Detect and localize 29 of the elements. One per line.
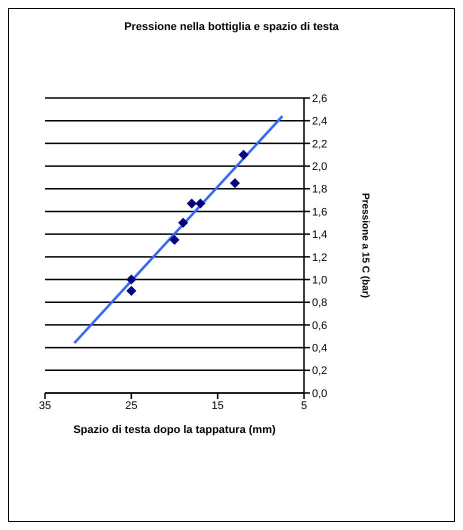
point: [230, 178, 240, 188]
y-tick-label: 1,4: [312, 229, 328, 242]
point: [186, 198, 197, 209]
x-tick-label: 25: [125, 400, 138, 412]
point: [238, 150, 249, 160]
y-tick-label: 1,2: [312, 252, 328, 264]
y-tick-label: 2,2: [312, 138, 328, 150]
point: [126, 286, 136, 296]
y-tick-label: 1,8: [312, 184, 328, 196]
y-tick-label: 0,2: [312, 365, 328, 378]
point: [126, 274, 136, 285]
y-axis-title: Pressione a 15 C (bar): [359, 192, 370, 298]
y-tick-label: 0,0: [312, 388, 328, 400]
chart-title: Pressione nella bottiglia e spazio di testa: [123, 21, 340, 33]
y-tick-label: 2,0: [312, 160, 328, 173]
y-tick-label: 0,8: [312, 297, 328, 310]
x-axis-title: Spazio di testa dopo la tappatura (mm): [73, 424, 276, 436]
y-tick-label: 1,0: [312, 274, 328, 286]
x-tick-label: 5: [300, 400, 308, 412]
point: [170, 234, 180, 245]
y-tick-label: 0,6: [312, 320, 328, 332]
y-tick-label: 2,6: [312, 92, 328, 105]
x-tick-label: 35: [38, 400, 52, 412]
y-tick-label: 2,4: [312, 116, 328, 128]
point: [178, 218, 188, 228]
point: [195, 198, 206, 209]
x-tick-label: 15: [212, 400, 224, 412]
y-tick-label: 0,4: [312, 342, 328, 355]
y-tick-label: 1,6: [312, 206, 328, 218]
